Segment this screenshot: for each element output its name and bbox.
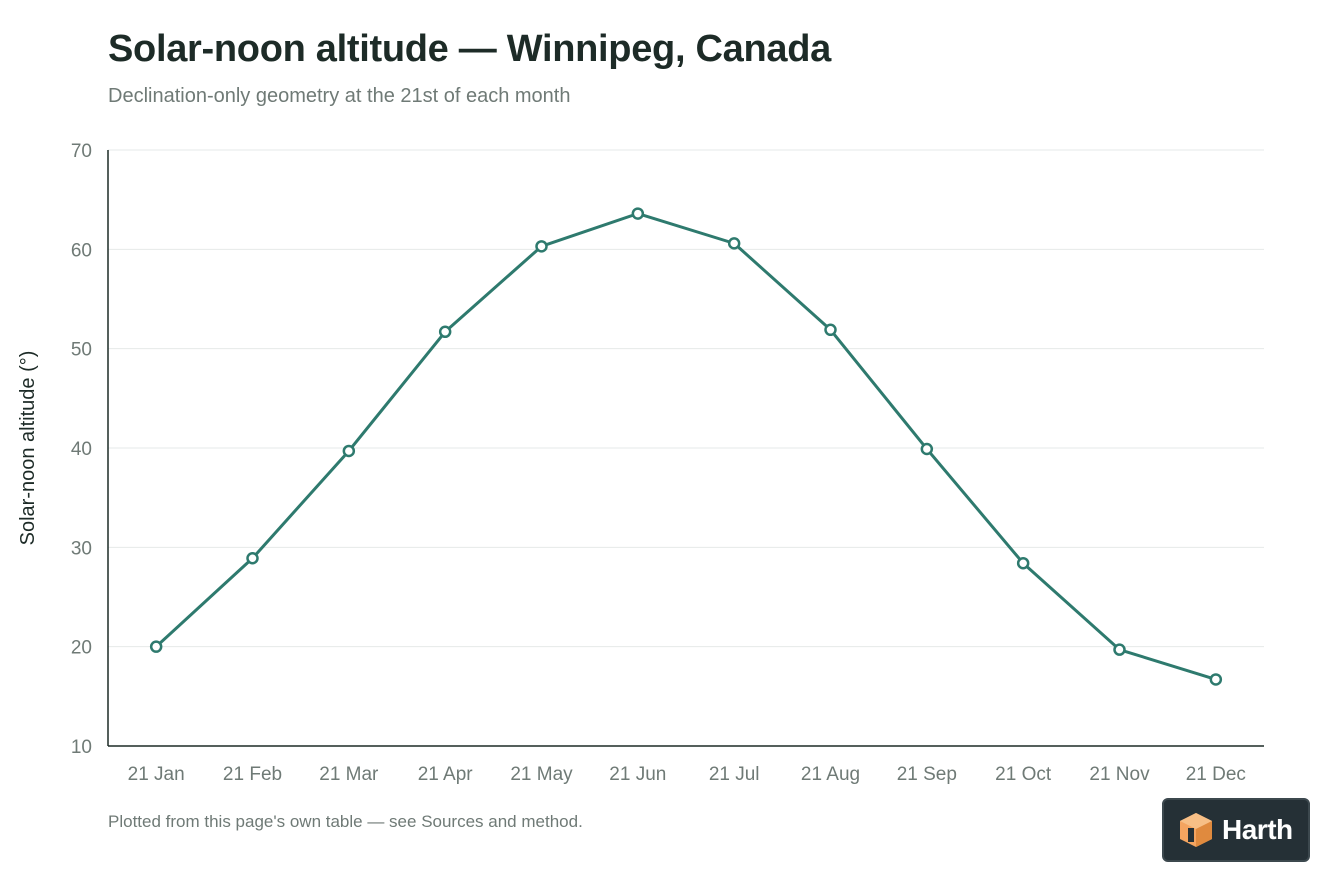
y-tick-label: 70	[71, 141, 92, 162]
harth-cube-logo-icon	[1180, 813, 1212, 847]
x-tick-label: 21 Jan	[128, 764, 185, 785]
y-tick-labels: 10 20 30 40 50 60 70	[71, 141, 92, 758]
harth-logo-badge[interactable]: Harth	[1162, 798, 1310, 862]
data-point[interactable]	[342, 444, 356, 458]
data-point[interactable]	[824, 323, 837, 337]
y-tick-label: 60	[71, 240, 92, 261]
x-tick-label: 21 Apr	[418, 764, 474, 785]
data-point[interactable]	[438, 325, 452, 339]
chart-title: Solar-noon altitude — Winnipeg, Canada	[108, 28, 831, 70]
y-tick-label: 30	[71, 538, 92, 559]
x-tick-labels: 21 Jan 21 Feb 21 Mar 21 Apr 21 May 21 Jun 21 J…	[128, 764, 1246, 785]
data-point[interactable]	[1016, 556, 1030, 570]
series-layer	[149, 207, 1223, 686]
data-point[interactable]	[1113, 643, 1126, 656]
footnote: Plotted from this page's own table — see…	[108, 812, 583, 831]
x-tick-label: 21 May	[510, 764, 573, 785]
x-tick-label: 21 Mar	[319, 764, 379, 785]
y-tick-label: 50	[71, 340, 92, 361]
y-tick-label: 20	[71, 638, 92, 659]
chart-subtitle: Declination-only geometry at the 21st of…	[108, 85, 571, 107]
data-point[interactable]	[1209, 673, 1223, 686]
data-point[interactable]	[727, 237, 741, 250]
data-point[interactable]	[535, 240, 548, 253]
grid-lines	[108, 149, 1264, 648]
y-tick-label: 40	[71, 439, 92, 460]
x-tick-label: 21 Jun	[609, 764, 666, 785]
data-point[interactable]	[631, 207, 645, 220]
x-tick-label: 21 Feb	[223, 764, 282, 785]
data-point[interactable]	[149, 640, 163, 653]
x-tick-label: 21 Nov	[1089, 764, 1150, 785]
x-tick-label: 21 Jul	[709, 764, 760, 785]
series-line	[154, 212, 1218, 681]
x-tick-label: 21 Sep	[897, 764, 957, 785]
y-axis-title: Solar-noon altitude (°)	[17, 351, 39, 546]
data-point[interactable]	[246, 552, 259, 565]
data-point[interactable]	[920, 442, 934, 456]
y-tick-label: 10	[71, 737, 92, 758]
x-tick-label: 21 Dec	[1186, 764, 1246, 785]
x-tick-label: 21 Oct	[995, 764, 1052, 785]
logo-text: Harth	[1222, 814, 1293, 845]
x-tick-label: 21 Aug	[801, 764, 860, 785]
axes	[107, 150, 1264, 747]
